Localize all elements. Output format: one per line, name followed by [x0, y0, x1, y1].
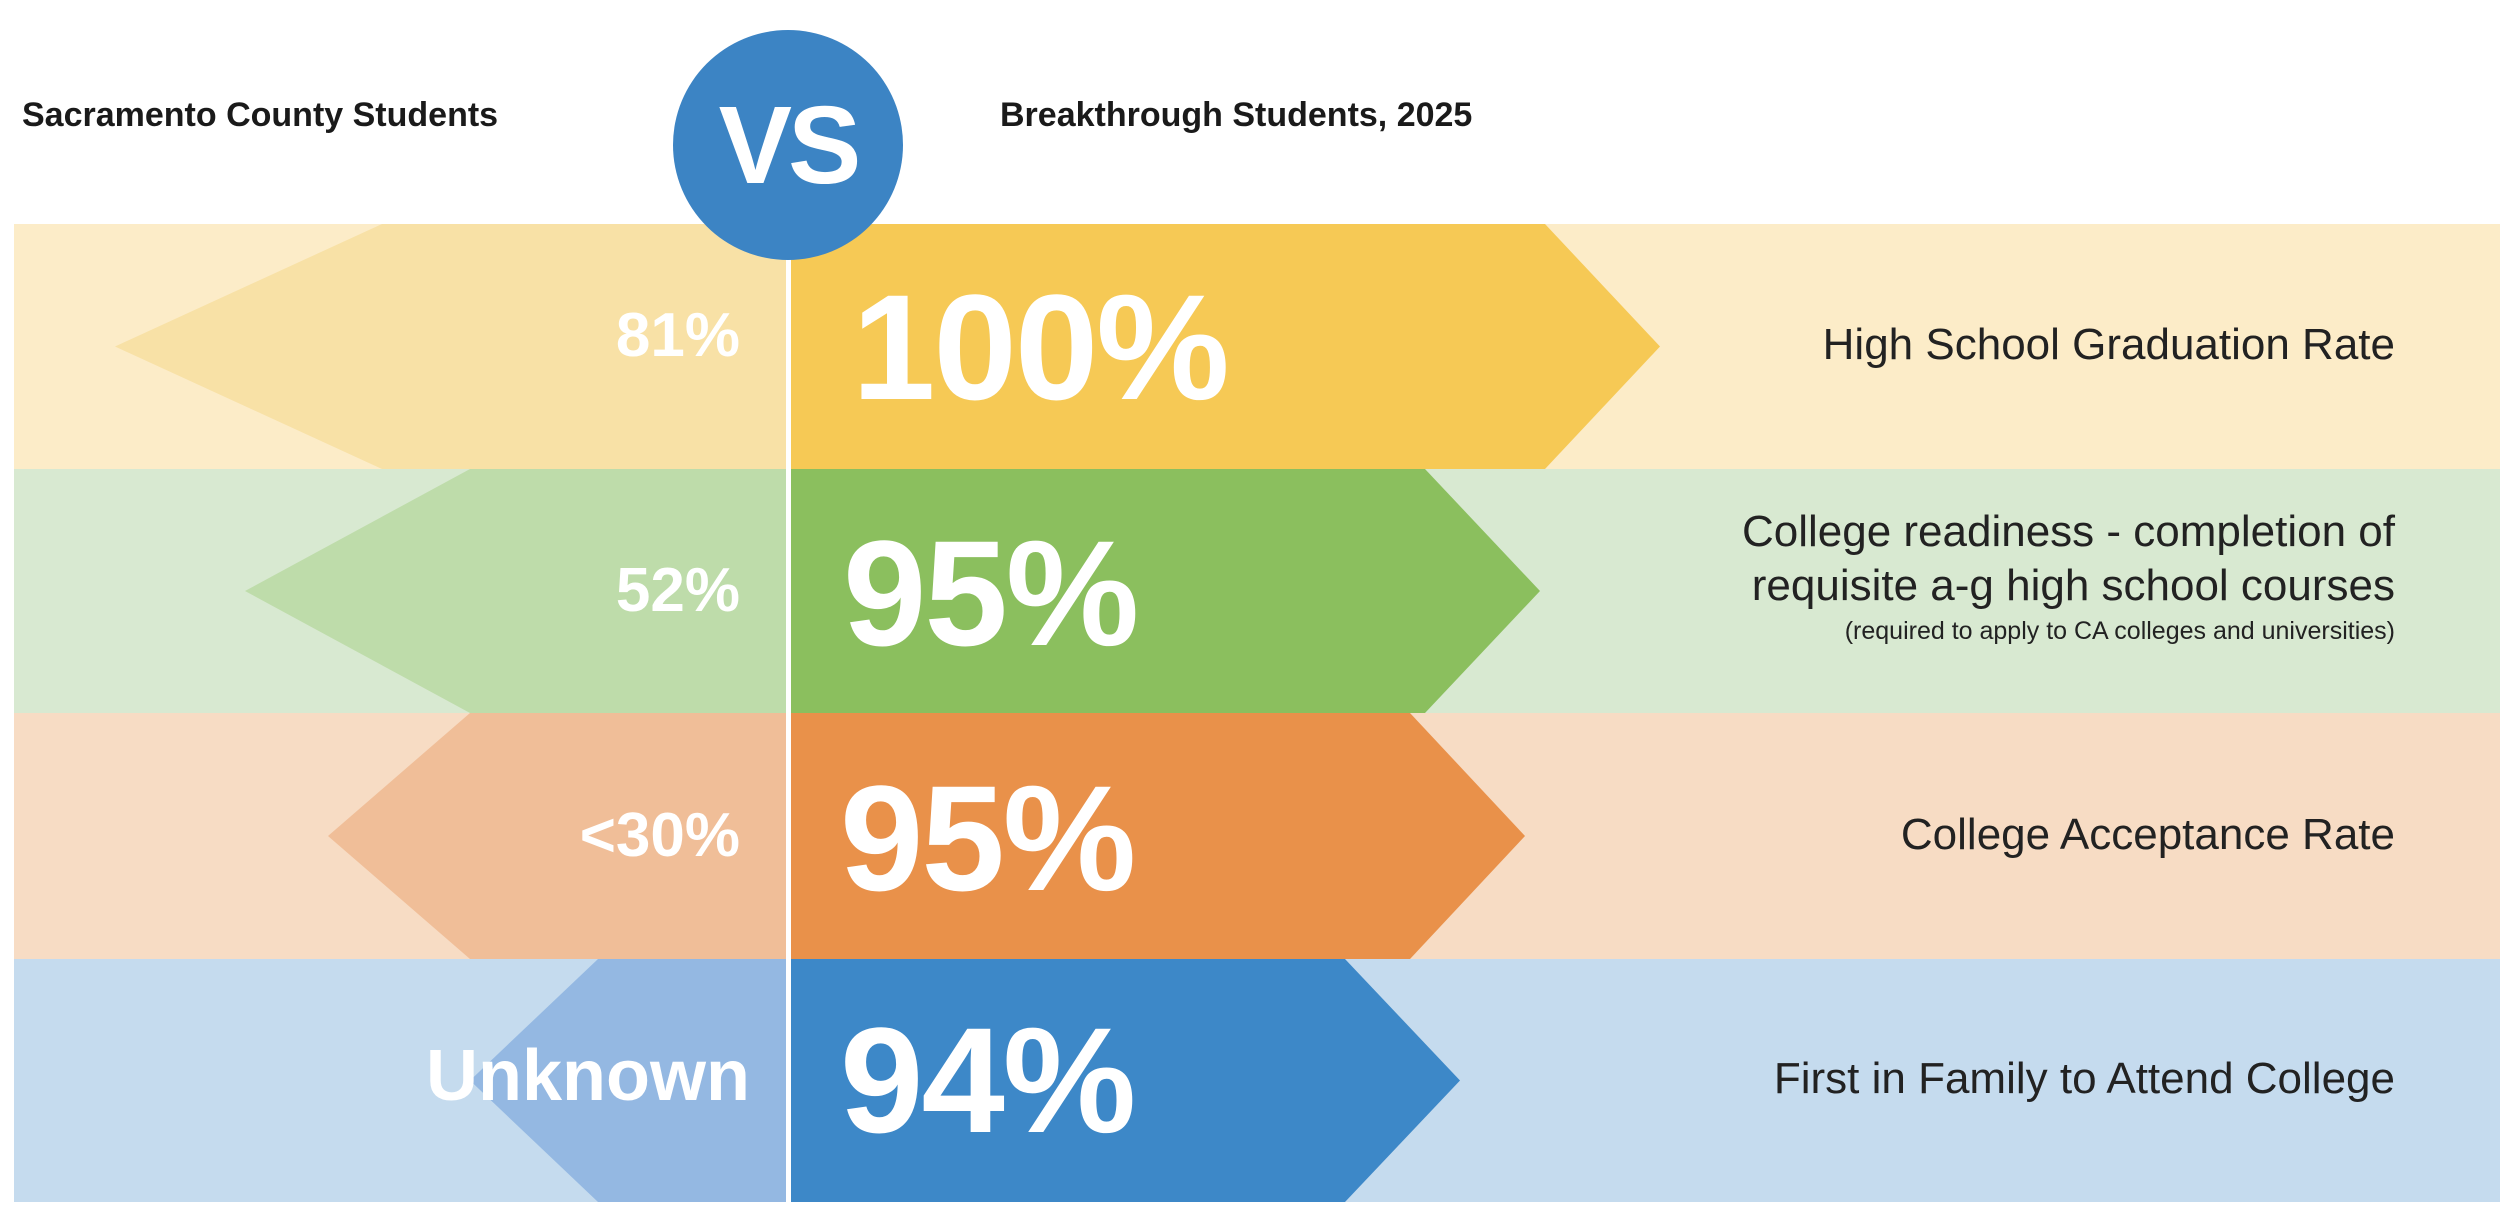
breakthrough-value: 95%: [840, 754, 1136, 922]
county-value: 52%: [615, 556, 740, 625]
breakthrough-value: 94%: [840, 996, 1136, 1164]
county-value: <30%: [579, 801, 740, 870]
metric-label-line: High School Graduation Rate: [1822, 320, 2395, 369]
breakthrough-header: Breakthrough Students, 2025: [1000, 96, 1473, 134]
center-divider: [786, 240, 791, 1202]
metric-label-line: requisite a-g high school courses: [1751, 561, 2395, 610]
breakthrough-arrow: [790, 224, 1660, 469]
metric-label-line: First in Family to Attend College: [1773, 1054, 2395, 1103]
vs-badge: VS: [673, 30, 903, 260]
breakthrough-arrow: [790, 469, 1540, 713]
county-value: 81%: [615, 301, 740, 370]
metric-note: (required to apply to CA colleges and un…: [1844, 617, 2395, 645]
metric-label: First in Family to Attend College: [1774, 1052, 2395, 1106]
metric-label: College readiness - completion of requisi…: [1742, 505, 2395, 649]
breakthrough-value: 100%: [852, 263, 1230, 431]
county-value: Unknown: [426, 1036, 750, 1116]
metric-label: High School Graduation Rate: [1823, 318, 2395, 372]
breakthrough-arrow: [790, 713, 1525, 959]
metric-label: College Acceptance Rate: [1901, 808, 2395, 862]
county-header: Sacramento County Students: [22, 96, 499, 134]
metric-label-line: College readiness - completion of: [1741, 507, 2395, 556]
breakthrough-arrow: [790, 959, 1460, 1202]
breakthrough-value: 95%: [843, 509, 1139, 677]
metric-label-line: College Acceptance Rate: [1900, 810, 2395, 859]
